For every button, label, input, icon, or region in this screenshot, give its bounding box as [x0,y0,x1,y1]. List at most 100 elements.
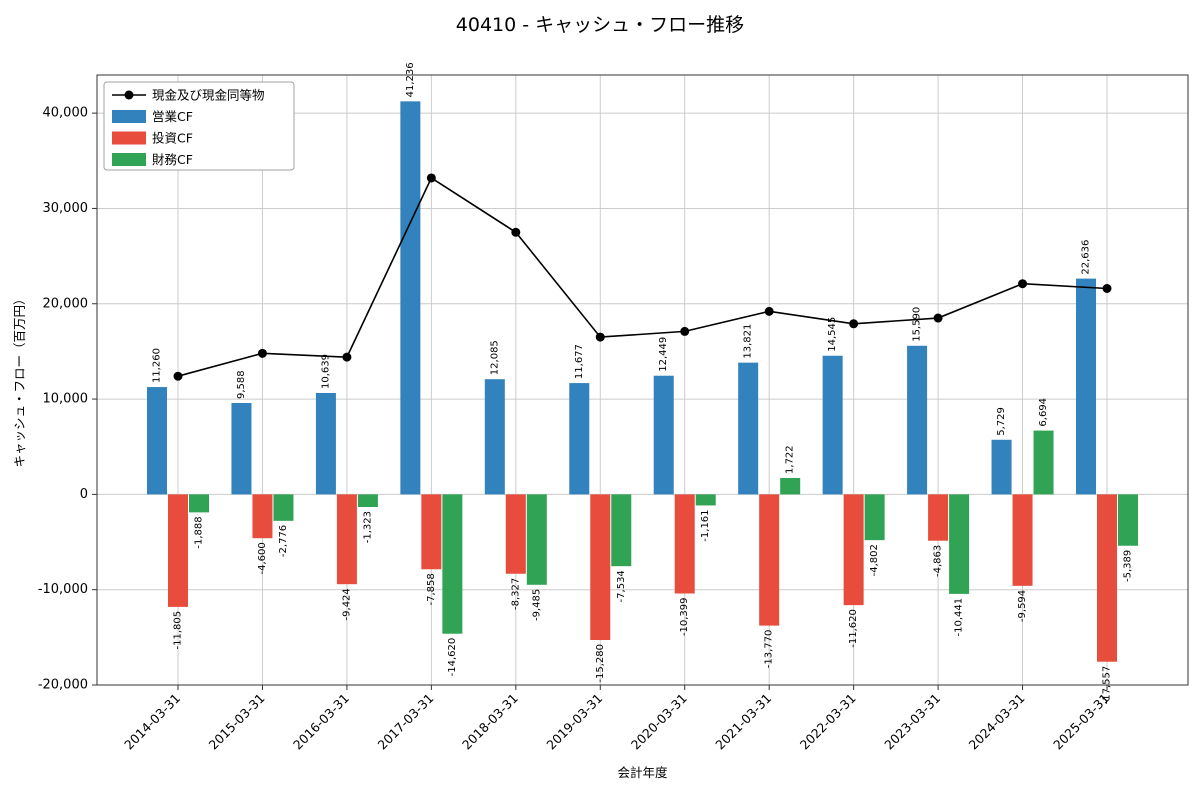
x-axis-label: 会計年度 [617,765,668,780]
bar-営業CF-2018-03-31 [484,379,505,495]
bar-投資CF-2021-03-31 [759,494,780,626]
legend-marker-icon [124,90,134,100]
bar-value-label: 5,729 [996,407,1007,436]
legend-patch-財務CF [112,153,146,166]
bar-value-label: -10,399 [679,597,690,636]
bar-value-label: 13,821 [743,324,754,359]
bar-value-label: -4,802 [869,544,880,576]
bar-value-label: -14,620 [447,638,458,677]
y-tick-label: 0 [80,487,88,502]
cash-equivalents-marker [342,352,352,362]
plot-area [97,75,1188,685]
bar-value-label: 9,588 [236,370,247,399]
bar-投資CF-2018-03-31 [505,494,526,574]
cash-equivalents-marker [933,313,943,323]
bar-財務CF-2017-03-31 [442,494,463,634]
bar-投資CF-2025-03-31 [1097,494,1117,662]
bar-営業CF-2019-03-31 [569,383,590,495]
bar-value-label: 41,236 [405,62,416,97]
x-tick-label: 2019-03-31 [543,691,605,753]
legend-label-投資CF: 投資CF [152,131,193,146]
cash-equivalents-marker [1102,284,1112,293]
x-tick-label: 2014-03-31 [121,691,183,753]
bar-投資CF-2020-03-31 [674,494,695,594]
legend-label-cash: 現金及び現金同等物 [152,88,265,103]
bar-投資CF-2019-03-31 [590,494,611,641]
bar-財務CF-2019-03-31 [611,494,632,567]
bar-財務CF-2018-03-31 [526,494,547,585]
bar-value-label: 15,590 [912,307,923,342]
bar-営業CF-2024-03-31 [991,439,1012,495]
x-tick-label: 2025-03-31 [1050,691,1112,753]
bar-value-label: -11,805 [173,611,184,650]
cash-equivalents-marker [257,348,267,358]
cash-equivalents-marker [849,319,859,329]
cash-equivalents-marker [764,306,774,316]
bar-value-label: -13,770 [764,630,775,669]
bar-value-label: 6,694 [1038,398,1049,427]
bar-value-label: -9,424 [341,588,352,620]
cash-equivalents-marker [680,326,690,336]
x-tick-label: 2018-03-31 [459,691,521,753]
bar-投資CF-2022-03-31 [843,494,864,606]
bar-営業CF-2021-03-31 [738,362,759,495]
cash-equivalents-marker [595,332,605,342]
bar-投資CF-2024-03-31 [1012,494,1033,586]
legend-patch-投資CF [112,131,146,145]
cash-equivalents-marker [1018,279,1028,289]
y-axis-label: キャッシュ・フロー（百万円） [12,292,27,467]
bar-財務CF-2016-03-31 [357,494,378,507]
bar-営業CF-2014-03-31 [147,387,167,495]
legend-patch-営業CF [112,110,146,123]
y-tick-label: -10,000 [38,582,88,597]
bar-value-label: 11,677 [574,344,585,379]
cash-equivalents-line [177,176,1108,377]
x-tick-label: 2015-03-31 [206,691,268,753]
x-tick-label: 2017-03-31 [375,691,437,753]
bar-財務CF-2022-03-31 [864,494,885,541]
cash-equivalents-marker [426,173,436,183]
bar-value-label: -1,888 [194,516,205,548]
bar-value-label: 1,722 [785,445,796,474]
bar-value-label: -10,441 [954,598,965,637]
bar-value-label: 12,449 [658,337,669,372]
bar-value-label: -7,858 [426,573,437,605]
bar-財務CF-2025-03-31 [1118,494,1138,546]
legend-box [103,81,295,171]
bar-財務CF-2023-03-31 [949,494,970,594]
bar-value-label: -1,161 [700,509,711,541]
y-tick-label: 20,000 [43,296,89,311]
bar-value-label: 22,636 [1081,240,1092,275]
bar-財務CF-2015-03-31 [273,494,294,521]
x-tick-label: 2021-03-31 [712,691,774,753]
bar-投資CF-2023-03-31 [928,494,949,541]
bar-value-label: -2,776 [278,525,289,557]
x-tick-label: 2020-03-31 [628,691,690,753]
bar-value-label: 12,085 [489,340,500,375]
legend-label-営業CF: 営業CF [152,109,193,124]
x-tick-label: 2022-03-31 [797,691,859,753]
bar-財務CF-2021-03-31 [780,477,801,495]
y-tick-label: 30,000 [43,201,89,216]
x-tick-label: 2023-03-31 [881,691,943,753]
bar-投資CF-2014-03-31 [168,494,188,607]
x-tick-label: 2016-03-31 [290,691,352,753]
bar-value-label: -8,327 [510,578,521,610]
bar-営業CF-2016-03-31 [315,392,336,495]
bar-営業CF-2022-03-31 [822,355,843,495]
chart-title: 40410 - キャッシュ・フロー推移 [455,14,745,36]
y-tick-label: -20,000 [38,678,88,693]
bar-value-label: -9,594 [1017,590,1028,622]
bar-営業CF-2023-03-31 [907,345,928,495]
bar-value-label: -1,323 [362,511,373,543]
bar-財務CF-2024-03-31 [1033,430,1054,495]
bar-value-label: 10,639 [320,354,331,389]
bar-投資CF-2015-03-31 [252,494,273,539]
bar-営業CF-2015-03-31 [231,402,252,495]
bar-財務CF-2014-03-31 [189,494,209,513]
bar-value-label: -4,863 [933,545,944,577]
bar-value-label: -7,534 [616,570,627,602]
bar-value-label: -11,620 [848,609,859,648]
